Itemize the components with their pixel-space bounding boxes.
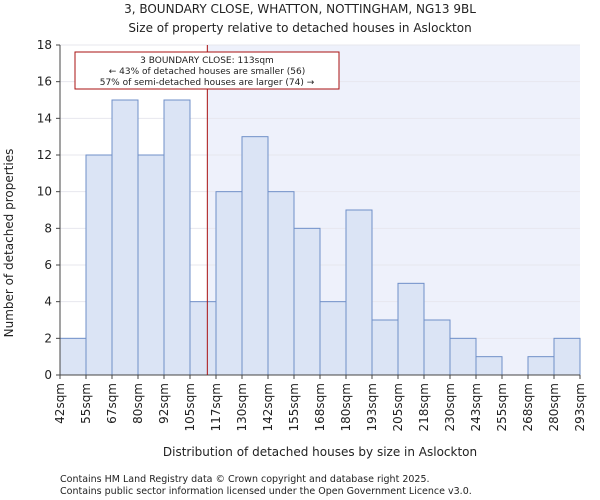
x-tick-label: 117sqm (209, 383, 223, 431)
y-tick-label: 16 (37, 75, 52, 89)
bar (85, 154, 113, 376)
annotation-line-1: 3 BOUNDARY CLOSE: 113sqm (140, 56, 274, 66)
bar (553, 337, 581, 376)
bar (423, 319, 451, 376)
chart-title: 3, BOUNDARY CLOSE, WHATTON, NOTTINGHAM, … (124, 2, 476, 16)
y-tick-label: 10 (37, 185, 52, 199)
x-axis-label: Distribution of detached houses by size … (163, 445, 477, 459)
x-tick-label: 105sqm (183, 383, 197, 431)
y-tick-label: 4 (44, 295, 52, 309)
x-tick-label: 180sqm (339, 383, 353, 431)
bar (111, 99, 139, 376)
y-axis-label: Number of detached properties (2, 149, 16, 338)
bar (397, 282, 425, 376)
x-tick-label: 255sqm (495, 383, 509, 431)
y-tick-label: 12 (37, 148, 52, 162)
x-tick-label: 142sqm (261, 383, 275, 431)
bar (163, 99, 191, 376)
x-tick-label: 243sqm (469, 383, 483, 431)
x-tick-label: 42sqm (53, 383, 67, 424)
bar (371, 319, 399, 376)
x-tick-label: 67sqm (105, 383, 119, 424)
y-tick-label: 0 (44, 368, 52, 382)
x-tick-label: 268sqm (521, 383, 535, 431)
bar (527, 356, 555, 376)
x-tick-label: 130sqm (235, 383, 249, 431)
bar (267, 191, 295, 376)
x-tick-label: 155sqm (287, 383, 301, 431)
y-tick-label: 8 (44, 221, 52, 235)
bar (59, 337, 87, 376)
bar (475, 356, 503, 376)
x-tick-label: 168sqm (313, 383, 327, 431)
x-tick-label: 80sqm (131, 383, 145, 424)
y-tick-label: 14 (37, 111, 52, 125)
footer-line-1: Contains HM Land Registry data © Crown c… (60, 474, 430, 485)
bar (137, 154, 165, 376)
bar (241, 136, 269, 376)
bar (319, 301, 347, 376)
y-tick-label: 2 (44, 331, 52, 345)
bar (345, 209, 373, 376)
bar (215, 191, 243, 376)
bar (293, 227, 321, 376)
x-tick-label: 55sqm (79, 383, 93, 424)
chart-subtitle: Size of property relative to detached ho… (128, 21, 471, 35)
y-tick-label: 6 (44, 258, 52, 272)
x-tick-label: 280sqm (547, 383, 561, 431)
x-tick-label: 92sqm (157, 383, 171, 424)
annotation-line-3: 57% of semi-detached houses are larger (… (100, 78, 315, 88)
x-tick-label: 193sqm (365, 383, 379, 431)
bar (189, 301, 217, 376)
bar (449, 337, 477, 376)
x-tick-label: 230sqm (443, 383, 457, 431)
x-tick-label: 293sqm (573, 383, 587, 431)
x-tick-label: 205sqm (391, 383, 405, 431)
x-tick-label: 218sqm (417, 383, 431, 431)
plot-area: 0 2 4 6 8 10 12 14 16 18 42sqm 55sqm 67sqm 80sqm 92sqm… (37, 38, 587, 431)
annotation-line-2: ← 43% of detached houses are smaller (56… (109, 67, 306, 77)
y-tick-label: 18 (37, 38, 52, 52)
annotation-box (74, 51, 340, 90)
footer-line-2: Contains public sector information licen… (60, 486, 472, 497)
